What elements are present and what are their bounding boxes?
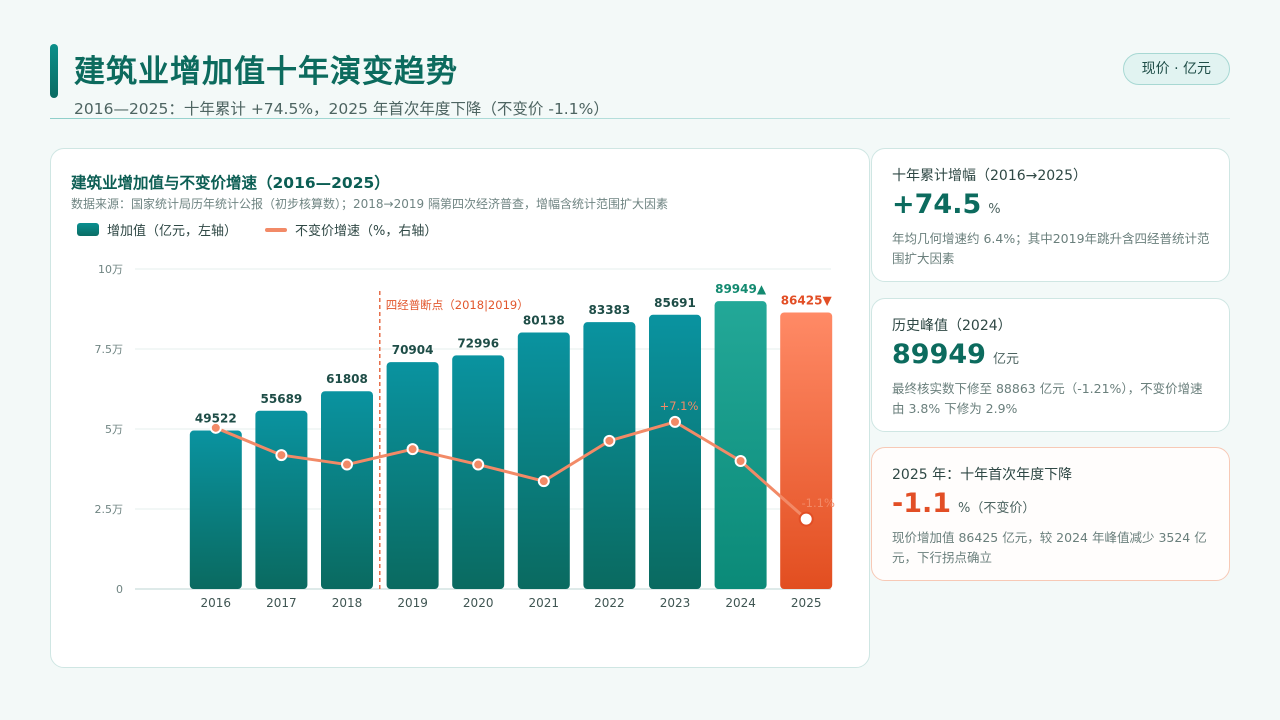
bar-value-label: 61808 [326,372,368,386]
growth-point-label: +7.1% [660,399,699,413]
growth-point [341,458,353,471]
growth-point [537,475,550,488]
page-title: 建筑业增加值十年演变趋势 [74,54,458,90]
legend-item-line: 不变价增速（%，右轴） [265,220,437,239]
bar [780,312,833,589]
kpi-card-cumulative-growth: 十年累计增幅（2016→2025） +74.5 % 年均几何增速约 6.4%；其… [871,148,1230,282]
census-break-label: 四经普断点（2018|2019） [386,298,529,312]
bar [321,391,373,589]
kpi-unit: 亿元 [992,352,1019,367]
growth-line [215,420,808,521]
growth-point [209,421,222,434]
kpi-description: 最终核实数下修至 88863 亿元（-1.21%），不变价增速由 3.8% 下修… [892,381,1203,416]
growth-point [275,449,288,462]
kpi-unit: %（不变价） [958,501,1036,516]
chart-card: 0 2.5万 5万 7.5万 10万 四经普断点（2018|2019） +7.1% -1.… [50,148,870,668]
bar [649,314,701,589]
x-tick-label: 2016 [201,596,232,610]
x-tick-label: 2021 [529,596,560,610]
kpi-card-first-decline: 2025 年：十年首次年度下降 -1.1 %（不变价） 现价增加值 86425 … [871,447,1230,581]
chart-source-note: 数据来源：国家统计局历年统计公报（初步核算数）；2018→2019 隔第四次经济… [71,197,668,211]
unit-badge: 现价 · 亿元 [1122,53,1230,85]
bar [386,362,439,589]
y-tick-label: 7.5万 [95,343,124,356]
kpi-description: 年均几何增速约 6.4%；其中2019年跳升含四经普统计范围扩大因素 [892,231,1210,266]
bar [714,301,767,589]
growth-point-label: -1.1% [802,496,835,510]
bar [517,332,570,589]
bar-value-label: 72996 [457,336,499,350]
title-divider [50,118,1230,119]
x-tick-label: 2017 [266,596,297,610]
kpi-value: 89949 [892,339,986,370]
title-accent-bar [50,44,58,98]
kpi-label: 历史峰值（2024） [892,318,1012,334]
page-subtitle: 2016—2025：十年累计 +74.5%，2025 年首次年度下降（不变价 -… [74,100,609,118]
growth-point [734,455,747,467]
y-tick-label: 10万 [98,263,123,276]
legend-line-swatch [265,227,288,232]
bar [452,355,505,589]
growth-point [603,434,616,447]
growth-point [406,443,419,456]
chart-title: 建筑业增加值与不变价增速（2016—2025） [71,174,390,192]
legend-line-label: 不变价增速（%，右轴） [295,224,438,239]
kpi-label: 十年累计增幅（2016→2025） [892,168,1087,184]
bar-value-label: 89949▲ [715,282,767,296]
y-tick-label: 0 [116,583,123,596]
legend-bar-label: 增加值（亿元，左轴） [107,224,238,239]
x-tick-label: 2025 [791,596,822,610]
x-tick-label: 2018 [332,596,363,610]
bar [189,430,242,589]
chart-canvas: 0 2.5万 5万 7.5万 10万 四经普断点（2018|2019） +7.1% -1.… [95,263,835,610]
bar-value-label: 70904 [392,343,434,357]
legend-item-bar: 增加值（亿元，左轴） [77,220,237,239]
kpi-value-row: +74.5 % [892,189,1001,220]
x-tick-label: 2019 [397,596,428,610]
chart-legend: 增加值（亿元，左轴） 不变价增速（%，右轴） [77,220,465,239]
kpi-value: -1.1 [892,488,952,519]
legend-bar-swatch [77,223,99,236]
bar-value-label: 83383 [589,303,631,317]
x-tick-label: 2020 [463,596,494,610]
bar-value-label: 85691 [654,296,696,310]
kpi-label: 2025 年：十年首次年度下降 [892,467,1073,483]
x-tick-label: 2022 [594,596,625,610]
bar [583,322,636,589]
kpi-description: 现价增加值 86425 亿元，较 2024 年峰值减少 3524 亿元，下行拐点… [892,530,1207,565]
growth-point [472,458,485,471]
x-tick-label: 2024 [725,596,756,610]
bar-value-label: 55689 [261,392,303,406]
kpi-value-row: -1.1 %（不变价） [892,488,1035,519]
bar-value-label: 49522 [195,412,237,426]
growth-point [798,511,814,527]
y-tick-label: 2.5万 [95,503,124,516]
bar [255,410,308,589]
kpi-value-row: 89949 亿元 [892,339,1019,370]
kpi-card-historical-peak: 历史峰值（2024） 89949 亿元 最终核实数下修至 88863 亿元（-1… [871,298,1230,432]
y-tick-label: 5万 [105,423,123,436]
kpi-value: +74.5 [892,189,982,220]
bar-value-label: 86425▼ [781,293,833,307]
x-tick-label: 2023 [660,596,691,610]
bar-value-label: 80138 [523,314,565,328]
kpi-unit: % [988,202,1001,217]
growth-point [669,415,681,428]
